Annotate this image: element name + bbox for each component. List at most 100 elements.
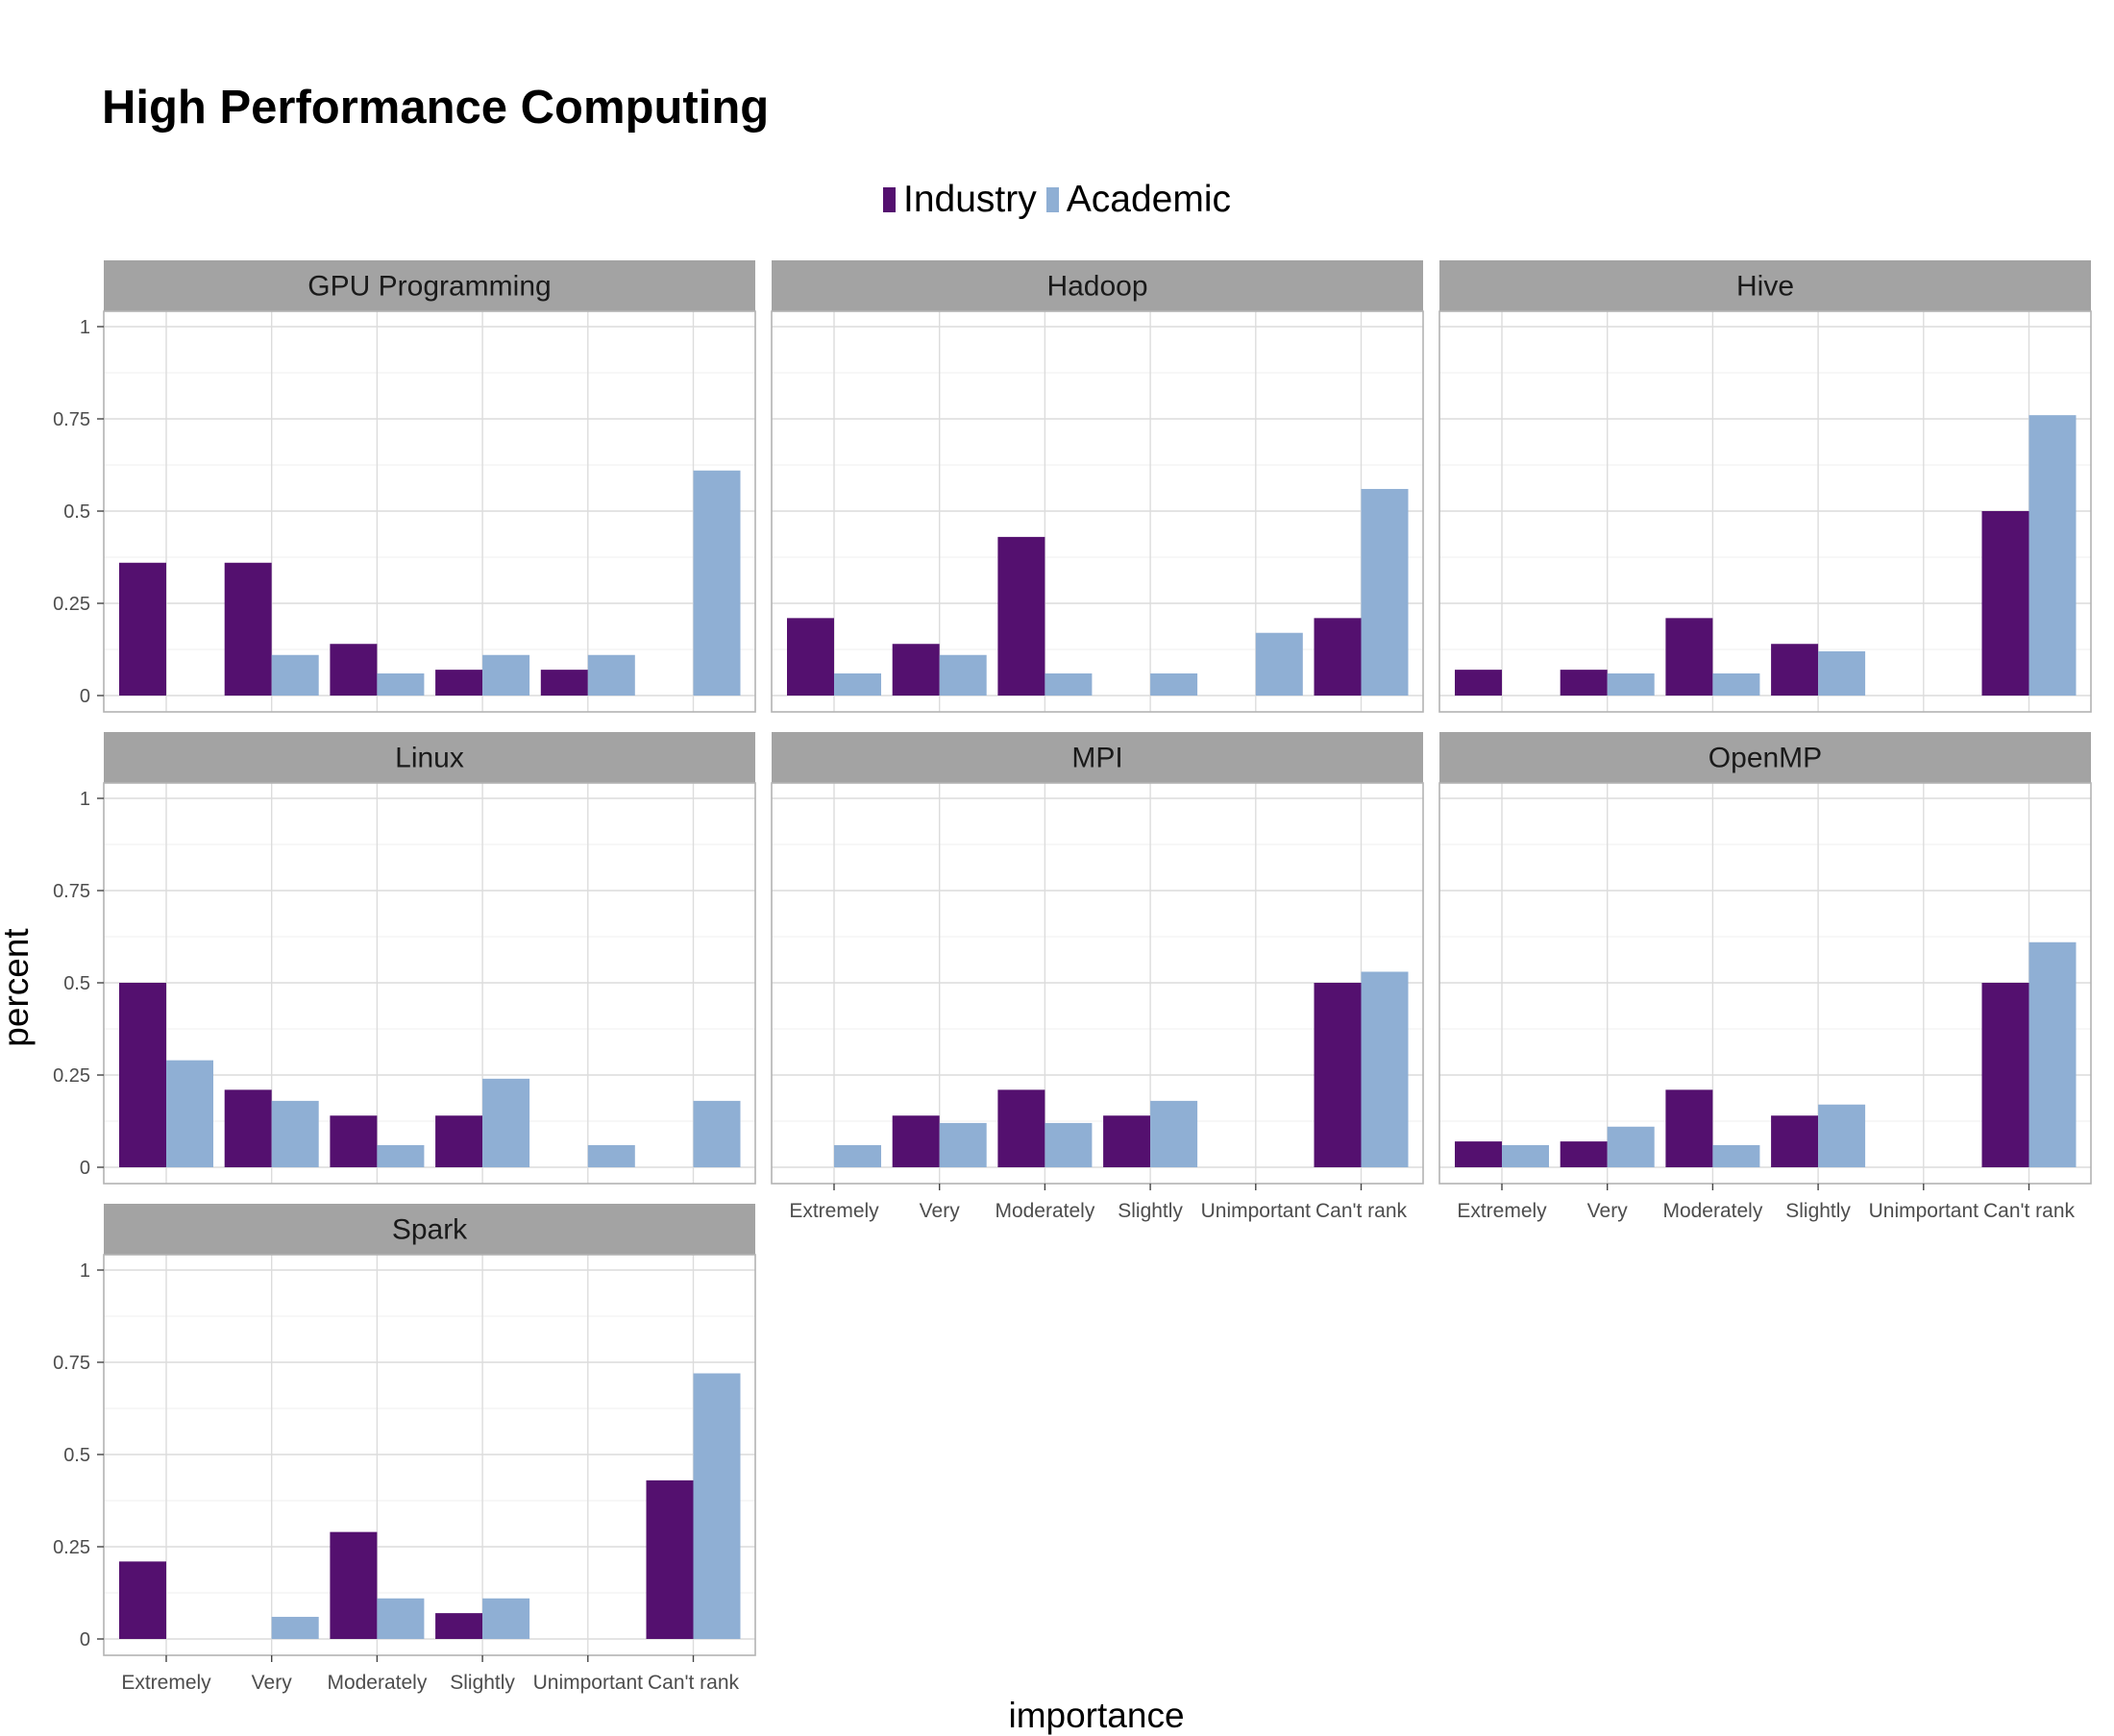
facet-strip-mpi [772, 732, 1423, 783]
y-axis-title: percent [0, 928, 36, 1047]
facet-strip-spark [104, 1204, 755, 1255]
bar-gpu-programming-academic-slightly [482, 654, 530, 696]
bar-mpi-academic-slightly [1150, 1100, 1198, 1167]
bar-hive-academic-moderately [1712, 672, 1760, 696]
panel-border-mpi [771, 782, 1424, 1185]
bar-hadoop-industry-moderately [997, 536, 1045, 696]
y-tick-label: 1 [80, 1260, 90, 1282]
bar-openmp-academic-slightly [1818, 1104, 1866, 1167]
bar-spark-academic-slightly [482, 1598, 530, 1639]
bar-gpu-programming-academic-very [271, 654, 319, 696]
bar-hadoop-academic-extremely [834, 672, 881, 696]
bar-gpu-programming-academic-unimportant [587, 654, 635, 696]
bar-spark-industry-moderately [330, 1531, 378, 1639]
legend-label-industry: Industry [903, 179, 1037, 220]
bar-linux-industry-moderately [330, 1115, 378, 1167]
bar-gpu-programming-industry-very [224, 562, 272, 696]
bar-gpu-programming-academic-can-t-rank [693, 470, 741, 696]
bar-hive-academic-slightly [1818, 650, 1866, 696]
x-tick-label: Unimportant [533, 1672, 644, 1694]
x-axis-title: importance [1008, 1696, 1185, 1735]
bar-linux-industry-very [224, 1089, 272, 1167]
y-tick-label: 0 [80, 1629, 90, 1650]
facet-title-mpi: MPI [1071, 743, 1122, 774]
bar-hive-industry-extremely [1455, 670, 1502, 696]
x-tick-label: Extremely [1457, 1200, 1547, 1222]
bar-mpi-industry-moderately [997, 1089, 1045, 1167]
facet-title-linux: Linux [395, 743, 464, 774]
bar-openmp-industry-slightly [1771, 1115, 1819, 1167]
y-tick-label: 0.5 [63, 973, 90, 994]
bar-hive-academic-very [1607, 672, 1655, 696]
legend-key-industry [883, 187, 897, 212]
y-tick-label: 0.75 [53, 1353, 90, 1374]
bar-gpu-programming-industry-slightly [435, 670, 483, 696]
y-tick-label: 1 [80, 317, 90, 338]
bar-spark-academic-very [271, 1616, 319, 1639]
bar-linux-academic-moderately [377, 1144, 425, 1167]
facet-strip-openmp [1439, 732, 2091, 783]
y-tick-label: 0.75 [53, 409, 90, 430]
panel-border-openmp [1438, 782, 2092, 1185]
legend: Industry Academic [0, 179, 2114, 221]
facet-title-openmp: OpenMP [1708, 743, 1822, 774]
bar-gpu-programming-industry-unimportant [540, 670, 588, 696]
legend-label-academic: Academic [1066, 179, 1231, 220]
facet-strip-gpu-programming [104, 260, 755, 311]
x-tick-label: Moderately [327, 1672, 427, 1694]
bar-hadoop-academic-slightly [1150, 672, 1198, 696]
chart-title: High Performance Computing [102, 82, 770, 134]
x-tick-label: Very [252, 1672, 293, 1694]
panel-border-hive [1438, 310, 2092, 713]
x-tick-label: Can't rank [1315, 1200, 1408, 1222]
bar-openmp-academic-extremely [1502, 1144, 1549, 1167]
bar-spark-academic-moderately [377, 1598, 425, 1639]
bar-linux-academic-can-t-rank [693, 1100, 741, 1167]
bar-spark-industry-can-t-rank [646, 1479, 694, 1639]
facet-title-hadoop: Hadoop [1046, 271, 1147, 303]
bar-hive-industry-can-t-rank [1981, 511, 2029, 696]
bar-mpi-industry-slightly [1103, 1115, 1151, 1167]
bar-gpu-programming-academic-moderately [377, 672, 425, 696]
x-tick-label: Unimportant [1869, 1200, 1979, 1222]
bar-hive-academic-can-t-rank [2028, 415, 2077, 696]
y-tick-label: 0.25 [53, 1065, 90, 1087]
bar-gpu-programming-industry-moderately [330, 644, 378, 696]
bar-openmp-academic-moderately [1712, 1144, 1760, 1167]
panel-border-hadoop [771, 310, 1424, 713]
bar-openmp-industry-very [1560, 1141, 1608, 1167]
y-tick-label: 0.75 [53, 881, 90, 902]
legend-item-industry: Industry [883, 179, 1037, 221]
bar-linux-academic-unimportant [587, 1144, 635, 1167]
x-tick-label: Extremely [789, 1200, 879, 1222]
y-tick-label: 0.5 [63, 501, 90, 523]
bar-openmp-industry-moderately [1665, 1089, 1713, 1167]
bar-hadoop-industry-very [892, 644, 940, 696]
x-tick-label: Moderately [1662, 1200, 1762, 1222]
y-tick-label: 0 [80, 1158, 90, 1179]
bar-linux-industry-extremely [119, 983, 166, 1167]
bar-mpi-academic-can-t-rank [1361, 971, 1409, 1167]
bar-openmp-academic-very [1607, 1126, 1655, 1167]
bar-gpu-programming-industry-extremely [119, 562, 166, 696]
bar-mpi-academic-very [939, 1122, 987, 1167]
bar-spark-industry-slightly [435, 1613, 483, 1639]
y-tick-label: 0.25 [53, 594, 90, 615]
y-tick-label: 0 [80, 686, 90, 707]
legend-item-academic: Academic [1045, 179, 1231, 221]
bar-linux-academic-slightly [482, 1078, 530, 1167]
x-tick-label: Extremely [121, 1672, 211, 1694]
bar-hadoop-academic-very [939, 654, 987, 696]
bar-openmp-academic-can-t-rank [2028, 941, 2077, 1167]
bar-hadoop-industry-can-t-rank [1314, 618, 1362, 696]
bar-hive-industry-slightly [1771, 644, 1819, 696]
bar-hive-industry-moderately [1665, 618, 1713, 696]
facet-strip-hive [1439, 260, 2091, 311]
bar-mpi-academic-moderately [1045, 1122, 1093, 1167]
bar-spark-academic-can-t-rank [693, 1373, 741, 1639]
y-tick-label: 0.25 [53, 1537, 90, 1558]
facet-strip-linux [104, 732, 755, 783]
x-tick-label: Slightly [1785, 1200, 1851, 1222]
bar-hadoop-academic-unimportant [1255, 632, 1303, 696]
